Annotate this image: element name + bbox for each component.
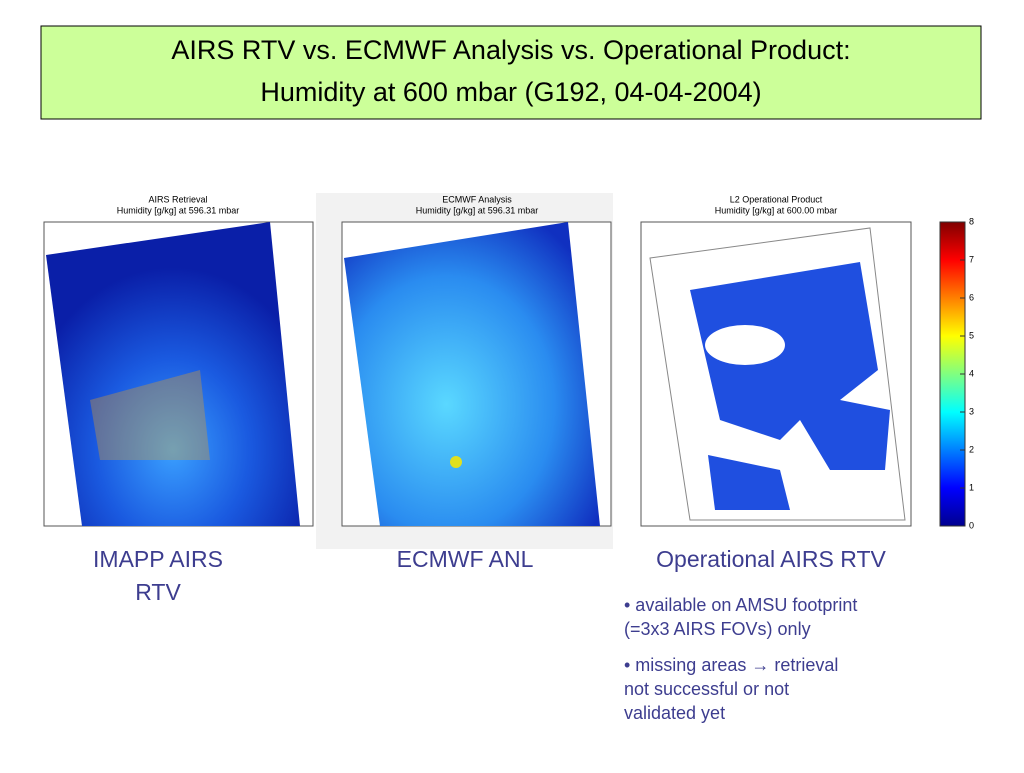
panel-subtitle: Humidity [g/kg] at 596.31 mbar	[117, 205, 240, 215]
panel-title: AIRS Retrieval	[148, 194, 207, 204]
colorbar-label: 4	[969, 368, 974, 378]
colorbar-label: 1	[969, 482, 974, 492]
colorbar-label: 3	[969, 406, 974, 416]
title-box	[40, 25, 982, 120]
map-data	[90, 370, 210, 460]
bullet-text: • missing areas → retrieval	[624, 655, 838, 675]
map-data	[344, 222, 600, 526]
colorbar-label: 5	[969, 330, 974, 340]
caption: RTV	[135, 579, 181, 605]
colorbar-label: 2	[969, 444, 974, 454]
panel-subtitle: Humidity [g/kg] at 596.31 mbar	[416, 205, 539, 215]
colorbar-label: 0	[969, 520, 974, 530]
bullet-text: • available on AMSU footprint	[624, 595, 857, 615]
bullet-text: not successful or not	[624, 679, 789, 699]
caption: ECMWF ANL	[397, 546, 534, 572]
colorbar-label: 6	[969, 292, 974, 302]
bullet-text: validated yet	[624, 703, 725, 723]
panel-title: L2 Operational Product	[730, 194, 823, 204]
bullet-text: (=3x3 AIRS FOVs) only	[624, 619, 811, 639]
title: Humidity at 600 mbar (G192, 04-04-2004)	[260, 77, 761, 107]
map-data	[690, 262, 890, 470]
map-data	[450, 456, 462, 468]
colorbar-label: 7	[969, 254, 974, 264]
map-outline	[649, 227, 906, 521]
panel-title: ECMWF Analysis	[442, 194, 512, 204]
colorbar-label: 8	[969, 216, 974, 226]
map-data	[46, 222, 300, 526]
map-gap	[705, 325, 785, 365]
caption: Operational AIRS RTV	[656, 546, 886, 572]
caption: IMAPP AIRS	[93, 546, 223, 572]
title: AIRS RTV vs. ECMWF Analysis vs. Operatio…	[171, 35, 850, 65]
panel-subtitle: Humidity [g/kg] at 600.00 mbar	[715, 205, 838, 215]
map-data	[708, 455, 790, 510]
